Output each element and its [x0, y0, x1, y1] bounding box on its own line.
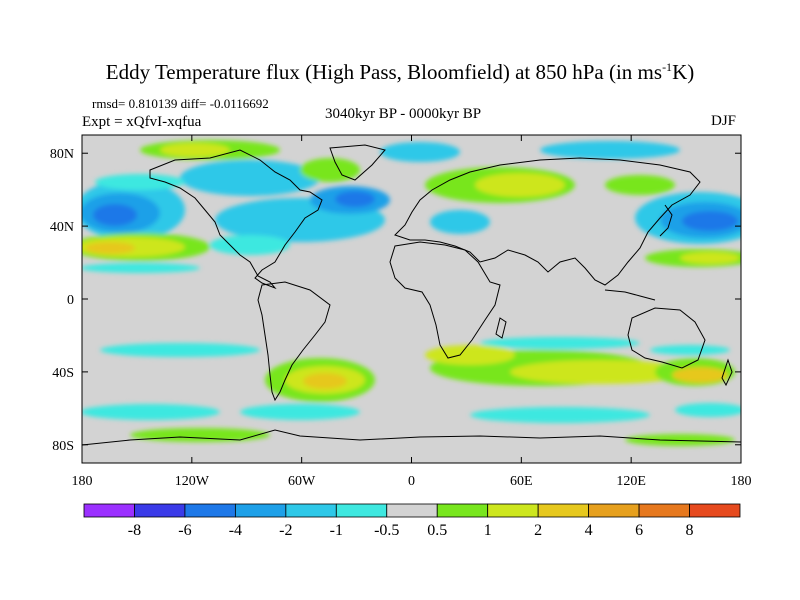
flux-region [540, 141, 680, 159]
colorbar-label: -2 [279, 522, 292, 539]
flux-region [430, 210, 490, 234]
flux-region [82, 404, 220, 420]
latitude-axis: 80N 40N 0 40S 80S [50, 147, 741, 454]
lon-tick-label: 120W [175, 474, 210, 489]
lon-tick-label: 0 [408, 474, 415, 489]
coastlines [82, 144, 741, 446]
experiment-label: Expt = xQfvI-xqfua [82, 114, 202, 130]
flux-region [160, 143, 230, 157]
colorbar: -8 -6 -4 -2 -1 -0.5 0.5 1 2 4 6 8 [83, 503, 741, 539]
colorbar-label: 1 [484, 522, 492, 539]
flux-region [470, 407, 650, 423]
period-label: 3040kyr BP - 0000kyr BP [325, 106, 482, 122]
flux-region [510, 360, 690, 384]
flux-region [605, 175, 675, 195]
season-label: DJF [711, 113, 737, 129]
lat-tick-label: 40N [50, 220, 74, 235]
coastline-north-america [149, 149, 323, 290]
stats-label: rmsd= 0.810139 diff= -0.0116692 [92, 96, 269, 111]
flux-region [93, 204, 137, 226]
colorbar-label: 4 [585, 522, 593, 539]
flux-region [180, 160, 320, 196]
map-title: Eddy Temperature flux (High Pass, Bloomf… [105, 60, 695, 84]
flux-region [425, 345, 515, 365]
colorbar-swatch [588, 503, 640, 518]
colorbar-label: -0.5 [374, 522, 399, 539]
colorbar-swatch [134, 503, 186, 518]
colorbar-swatch [335, 503, 388, 518]
coastline-indonesia [604, 289, 656, 301]
lon-tick-label: 180 [731, 474, 752, 489]
colorbar-swatch [234, 503, 287, 518]
flux-region [303, 373, 347, 389]
flux-region [240, 404, 360, 420]
flux-region [335, 191, 375, 207]
lon-tick-label: 60W [288, 474, 316, 489]
lat-tick-label: 80N [50, 147, 74, 162]
coastline-south-america [257, 281, 331, 402]
colorbar-swatch [386, 503, 438, 518]
lat-tick-label: 0 [67, 293, 74, 308]
colorbar-label: -1 [330, 522, 343, 539]
coastline-madagascar [495, 317, 507, 339]
flux-region [210, 235, 290, 255]
colorbar-swatch [285, 503, 337, 518]
lon-tick-label: 180 [72, 474, 93, 489]
colorbar-swatch [83, 503, 135, 518]
colorbar-swatch [487, 503, 539, 518]
colorbar-label: -8 [128, 522, 141, 539]
lat-tick-label: 80S [52, 439, 74, 454]
colorbar-label: -6 [178, 522, 191, 539]
colorbar-label: 0.5 [427, 522, 447, 539]
flux-region [85, 242, 135, 254]
coastline-new-zealand [721, 358, 733, 387]
flux-region [380, 142, 460, 162]
coastline-eurasia [394, 157, 701, 286]
flux-region [680, 252, 740, 264]
coastline-antarctica [82, 429, 741, 446]
longitude-axis: 180 120W 60W 0 60E 120E 180 [72, 135, 752, 489]
flux-region [480, 337, 640, 349]
flux-region [475, 173, 565, 197]
colorbar-swatch [436, 503, 489, 518]
flux-region [650, 345, 730, 355]
coastline-africa [389, 241, 501, 359]
coastline-australia [627, 307, 706, 369]
colorbar-label: 6 [635, 522, 643, 539]
coastline-japan [659, 204, 673, 237]
lon-tick-label: 60E [510, 474, 533, 489]
colorbar-label: 2 [534, 522, 542, 539]
lat-tick-label: 40S [52, 366, 74, 381]
colorbar-swatch [689, 503, 741, 518]
colorbar-swatch [638, 503, 690, 518]
colorbar-label: 8 [686, 522, 694, 539]
flux-region [682, 211, 738, 231]
flux-region [100, 343, 260, 357]
flux-region [130, 428, 270, 442]
colorbar-label: -4 [229, 522, 242, 539]
flux-region [82, 263, 200, 273]
flux-field [82, 140, 741, 446]
flux-region [672, 367, 728, 383]
colorbar-swatch [537, 503, 590, 518]
lon-tick-label: 120E [616, 474, 646, 489]
flux-region [95, 174, 185, 190]
flux-region [675, 403, 741, 417]
coastline-greenland [329, 144, 386, 181]
colorbar-swatch [184, 503, 236, 518]
